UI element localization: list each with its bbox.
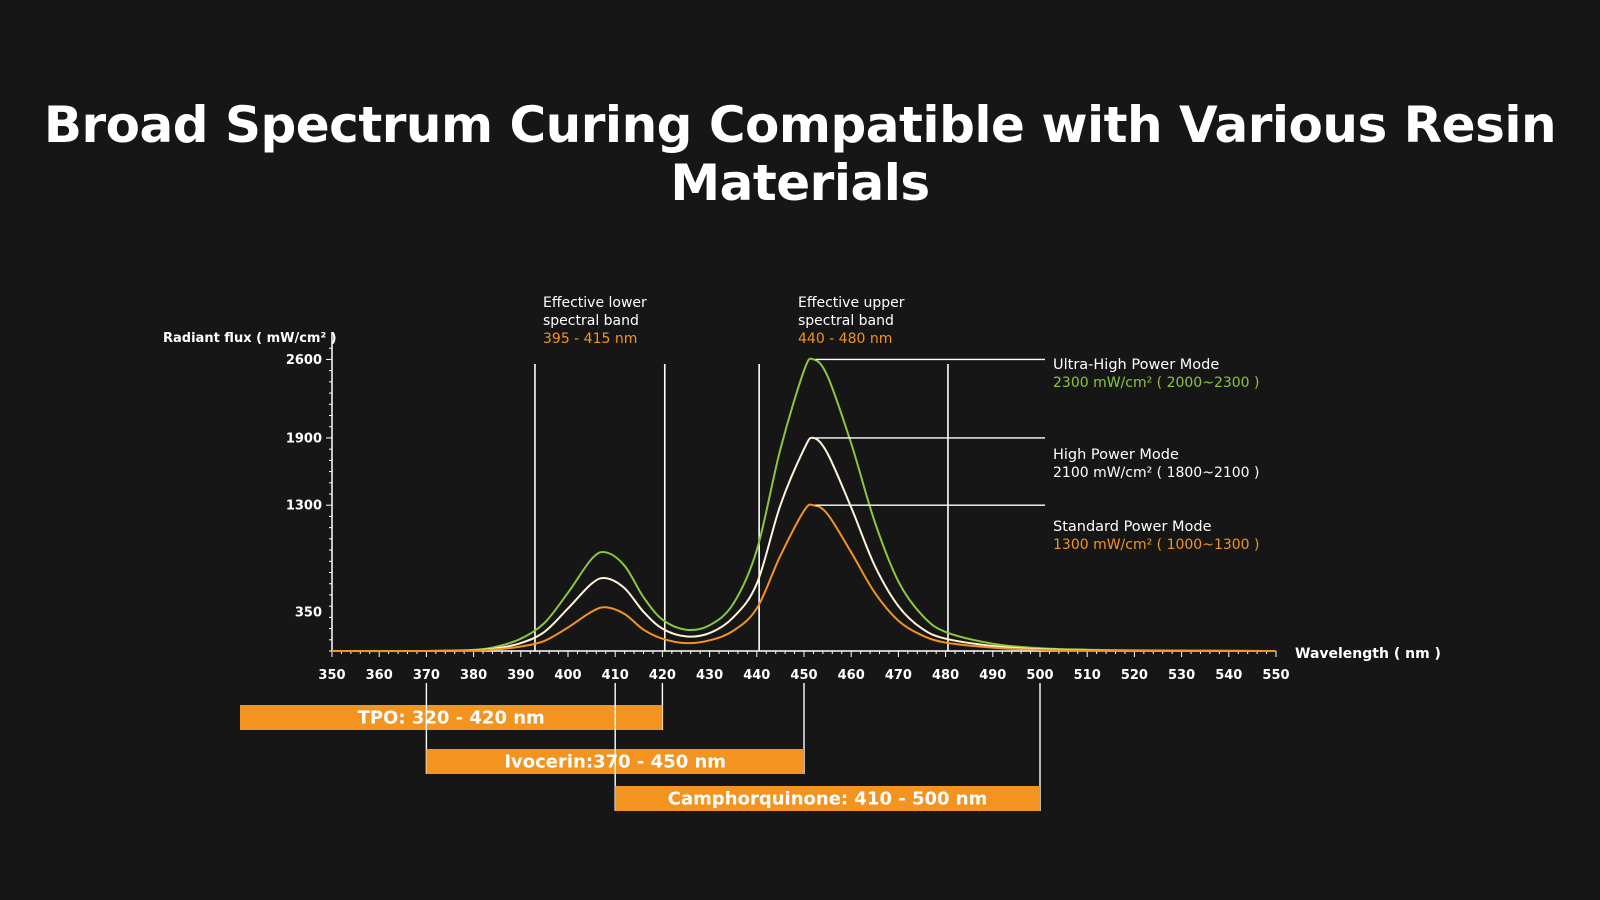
y-tick-label: 2600 [286,353,322,368]
y-axis-label: Radiant flux ( mW/cm² ) [163,331,337,346]
lower-band-range: 395 - 415 nm [543,331,637,347]
x-tick-label: 370 [413,668,440,683]
x-tick-label: 540 [1215,668,1242,683]
high-mode-name: High Power Mode [1053,447,1179,463]
lower-band-label-2: spectral band [543,313,639,329]
x-tick-label: 440 [743,668,770,683]
x-tick-label: 510 [1074,668,1101,683]
standard-mode-name: Standard Power Mode [1053,519,1212,535]
standard-mode-value: 1300 mW/cm² ( 1000~1300 ) [1053,537,1260,553]
material-label-0: TPO: 320 - 420 nm [358,708,545,729]
series-line-0 [331,357,1277,653]
x-tick-label: 520 [1121,668,1148,683]
y-tick-label: 350 [295,605,322,620]
x-tick-label: 400 [554,668,581,683]
x-axis-label: Wavelength ( nm ) [1295,646,1441,662]
x-tick-label: 480 [932,668,959,683]
x-tick-label: 410 [602,668,629,683]
upper-band-label-1: Effective upper [798,295,905,311]
y-tick-label: 1300 [286,499,322,514]
x-tick-label: 490 [979,668,1006,683]
ultra-high-mode-value: 2300 mW/cm² ( 2000~2300 ) [1053,375,1260,391]
x-tick-label: 380 [460,668,487,683]
upper-band-range: 440 - 480 nm [798,331,892,347]
x-tick-label: 360 [366,668,393,683]
x-tick-label: 430 [696,668,723,683]
x-tick-label: 390 [507,668,534,683]
lower-band-label-1: Effective lower [543,295,647,311]
x-tick-label: 550 [1262,668,1289,683]
material-bar-2 [615,786,1040,811]
x-tick-label: 470 [885,668,912,683]
y-tick-label: 1900 [286,431,322,446]
x-tick-label: 350 [318,668,345,683]
ultra-high-mode-name: Ultra-High Power Mode [1053,357,1219,373]
x-tick-label: 500 [1026,668,1053,683]
material-label-2: Camphorquinone: 410 - 500 nm [668,789,988,810]
high-mode-value: 2100 mW/cm² ( 1800~2100 ) [1053,465,1260,481]
x-tick-label: 530 [1168,668,1195,683]
x-tick-label: 450 [790,668,817,683]
x-tick-label: 460 [838,668,865,683]
upper-band-label-2: spectral band [798,313,894,329]
material-bar-0 [240,705,663,730]
page-title: Broad Spectrum Curing Compatible with Va… [43,96,1557,212]
series-line-2 [331,503,1277,653]
series-line-1 [331,436,1277,653]
x-tick-label: 420 [649,668,676,683]
